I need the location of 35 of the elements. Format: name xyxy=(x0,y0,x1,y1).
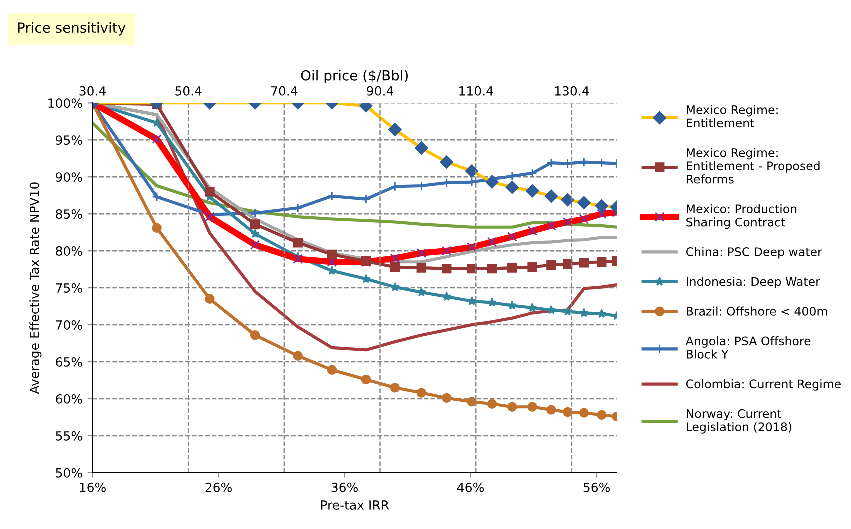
y-tick-label: 85% xyxy=(56,210,82,220)
x-tick-label: 36% xyxy=(332,482,358,492)
x2-tick-label: 50.4 xyxy=(176,86,202,96)
y-tick-label: 55% xyxy=(56,431,82,441)
x-tick-label: 56% xyxy=(584,482,610,492)
x2-tick-label: 70.4 xyxy=(272,86,298,96)
x-tick-label: 16% xyxy=(80,482,106,492)
legend-label: Mexico Regime: Entitlement - Proposed Reforms xyxy=(686,148,820,184)
x-axis-title: Pre-tax IRR xyxy=(321,500,390,510)
y-tick-label: 95% xyxy=(56,136,82,146)
y-tick-label: 90% xyxy=(56,172,82,182)
y-axis-title: Average Effective Tax Rate NPV10 xyxy=(30,182,42,394)
x2-axis-title: Oil price ($/Bbl) xyxy=(301,70,408,84)
legend-label: Norway: Current Legislation (2018) xyxy=(686,409,792,434)
x2-tick-label: 30.4 xyxy=(80,86,106,96)
y-tick-label: 75% xyxy=(56,284,82,293)
legend-label: Mexico Regime: Entitlement xyxy=(686,105,778,128)
legend-label: China: PSC Deep water xyxy=(686,247,822,259)
y-tick-label: 50% xyxy=(56,468,82,478)
y-tick-label: 100% xyxy=(48,98,82,108)
x2-tick-label: 90.4 xyxy=(367,86,394,96)
legend-label: Angola: PSA Offshore Block Y xyxy=(686,336,811,359)
legend-label: Brazil: Offshore < 400m xyxy=(686,306,828,316)
x-tick-label: 26% xyxy=(206,482,232,492)
x-tick-label: 46% xyxy=(458,482,484,492)
legend-label: Colombia: Current Regime xyxy=(686,379,841,391)
legend-label: Indonesia: Deep Water xyxy=(686,277,820,288)
x2-tick-label: 130.4 xyxy=(555,86,590,96)
y-tick-label: 70% xyxy=(56,320,82,330)
text: Price sensitivity xyxy=(18,22,126,36)
x2-tick-label: 110.4 xyxy=(460,86,494,96)
y-tick-label: 60% xyxy=(56,394,82,404)
y-tick-label: 65% xyxy=(56,357,82,367)
legend-label: Mexico: Production Sharing Contract xyxy=(686,204,797,230)
y-tick-label: 80% xyxy=(56,246,82,256)
